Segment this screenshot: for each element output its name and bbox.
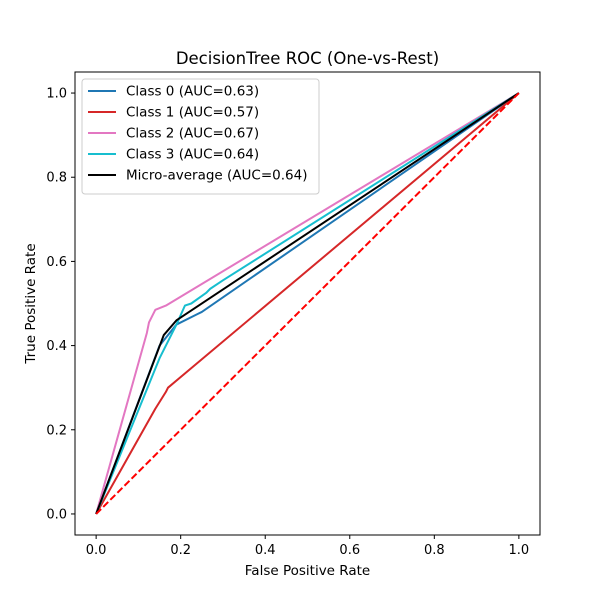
x-tick-label: 0.0 — [86, 543, 107, 558]
legend-label-class-1: Class 1 (AUC=0.57) — [126, 105, 259, 121]
legend-box — [81, 78, 320, 195]
x-tick-label: 0.6 — [339, 543, 360, 558]
y-tick-label: 1.0 — [46, 87, 67, 102]
x-tick-label: 0.8 — [424, 543, 445, 558]
y-tick-label: 0.2 — [46, 423, 67, 438]
y-axis-label: True Positive Rate — [23, 243, 39, 364]
legend-label-class-0: Class 0 (AUC=0.63) — [126, 84, 259, 100]
legend-label-class-2: Class 2 (AUC=0.67) — [126, 126, 259, 142]
x-tick-label: 1.0 — [509, 543, 530, 558]
legend-label-class-3: Class 3 (AUC=0.64) — [126, 147, 259, 163]
y-axis-ticks: 0.0 0.2 0.4 0.6 0.8 1.0 — [46, 87, 75, 522]
series-layer — [95, 92, 520, 515]
legend-label-micro-average: Micro-average (AUC=0.64) — [126, 168, 307, 184]
x-axis-label: False Positive Rate — [245, 563, 370, 579]
x-tick-label: 0.4 — [255, 543, 276, 558]
y-tick-label: 0.6 — [46, 255, 67, 270]
plot-frame — [74, 71, 541, 536]
x-tick-label: 0.2 — [170, 543, 191, 558]
y-tick-label: 0.4 — [46, 339, 67, 354]
y-tick-label: 0.0 — [46, 507, 67, 522]
legend: Class 0 (AUC=0.63) Class 1 (AUC=0.57) Clas… — [81, 78, 320, 195]
series-line-1-class-1 — [95, 92, 520, 515]
x-axis-ticks: 0.0 0.2 0.4 0.6 0.8 1.0 — [86, 535, 529, 558]
series-line-3-class-3 — [95, 92, 520, 515]
chart-title: DecisionTree ROC (One-vs-Rest) — [176, 49, 439, 68]
y-tick-label: 0.8 — [46, 171, 67, 186]
series-line-2-class-2 — [95, 92, 520, 515]
series-line-4-micro-average — [95, 92, 520, 515]
